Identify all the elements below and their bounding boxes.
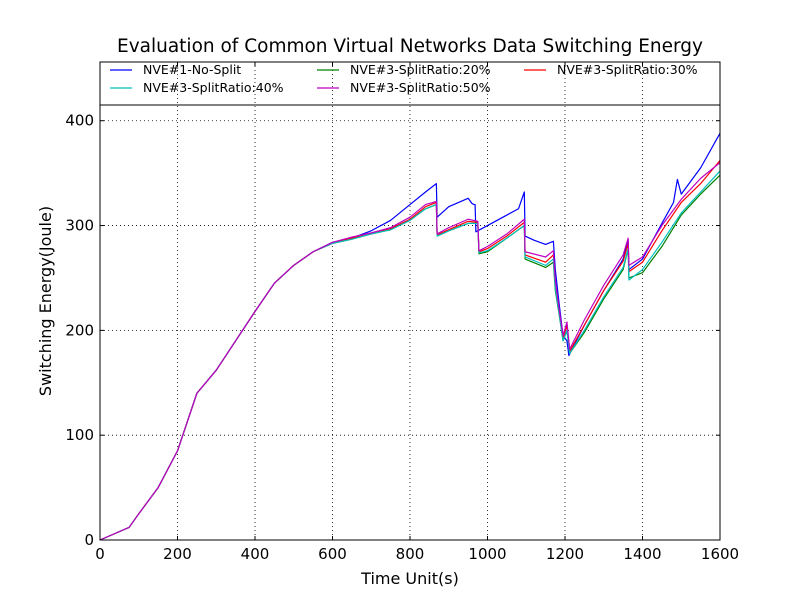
series-layer — [99, 133, 721, 541]
x-tick-label: 400 — [241, 545, 270, 563]
y-tick-label: 400 — [65, 112, 94, 130]
y-tick-label: 100 — [65, 426, 94, 444]
grid-layer — [100, 62, 720, 540]
legend: NVE#1-No-Split NVE#3-SplitRatio:20% NVE#3-… — [110, 62, 698, 95]
x-axis-label: Time Unit(s) — [360, 569, 459, 588]
x-tick-label: 1600 — [701, 545, 739, 563]
y-tick-label: 300 — [65, 217, 94, 235]
tick-layer: 0 200 400 600 800 1000 1200 1400 1600 0 100 200 300 4… — [65, 62, 739, 563]
y-axis-label: Switching Energy(Joule) — [36, 206, 55, 396]
x-tick-label: 1000 — [468, 545, 506, 563]
legend-entry-label: NVE#3-SplitRatio:50% — [350, 80, 491, 95]
x-tick-label: 800 — [396, 545, 425, 563]
legend-entry-label: NVE#1-No-Split — [143, 62, 241, 77]
y-tick-label: 0 — [84, 531, 94, 549]
x-tick-label: 600 — [318, 545, 347, 563]
series-line — [99, 162, 721, 541]
legend-entry-label: NVE#3-SplitRatio:40% — [143, 80, 284, 95]
x-tick-label: 1200 — [546, 545, 584, 563]
x-tick-label: 1400 — [623, 545, 661, 563]
legend-entry-label: NVE#3-SplitRatio:30% — [557, 62, 698, 77]
x-tick-label: 0 — [95, 545, 105, 563]
chart-title: Evaluation of Common Virtual Networks Da… — [117, 36, 703, 57]
x-tick-label: 200 — [163, 545, 192, 563]
y-tick-label: 200 — [65, 321, 94, 339]
legend-entry-label: NVE#3-SplitRatio:20% — [350, 62, 491, 77]
